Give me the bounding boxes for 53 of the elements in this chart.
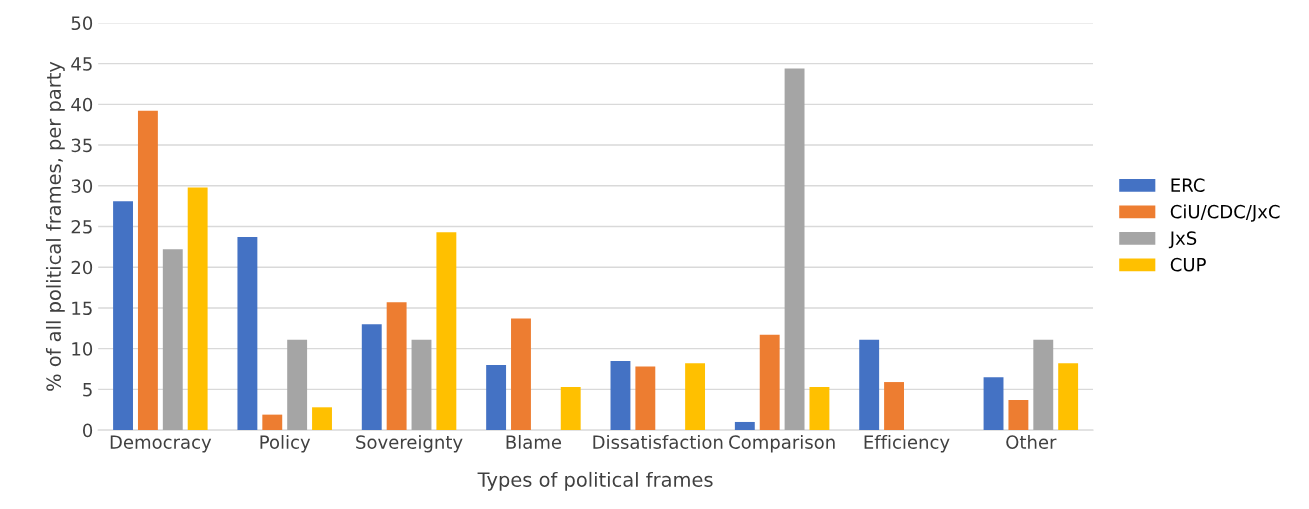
bar xyxy=(1058,363,1079,431)
y-tick-label: 0 xyxy=(83,423,93,438)
bar xyxy=(884,382,904,431)
legend-label: JxS xyxy=(1168,231,1197,249)
legend-label: ERC xyxy=(1171,178,1205,192)
bar xyxy=(685,363,706,431)
bar xyxy=(859,339,880,431)
x-axis-title: Types of political frames xyxy=(477,471,713,491)
y-axis-title: % of all political frames, per party xyxy=(45,61,65,391)
bar xyxy=(137,110,158,431)
bar xyxy=(162,249,183,431)
x-tick-label: Policy xyxy=(260,434,311,453)
legend-label: CUP xyxy=(1170,257,1206,272)
bar xyxy=(560,386,581,431)
bar xyxy=(113,201,133,431)
x-tick-label: Democracy xyxy=(110,435,212,453)
y-tick-label: 20 xyxy=(71,260,93,275)
x-tick-label: Other xyxy=(1006,434,1057,449)
bar xyxy=(511,318,531,431)
y-tick-label: 15 xyxy=(72,301,92,316)
x-tick-label: Blame xyxy=(506,434,562,449)
x-tick-label: Sovereignty xyxy=(356,434,463,453)
bar xyxy=(262,414,283,431)
y-tick-label: 25 xyxy=(71,219,92,234)
bar xyxy=(610,360,631,431)
bar xyxy=(411,339,432,431)
y-tick-label: 10 xyxy=(72,342,93,356)
x-tick-label: Dissatisfaction xyxy=(593,434,723,449)
y-tick-label: 5 xyxy=(83,383,92,397)
bar xyxy=(784,68,805,431)
y-tick-label: 40 xyxy=(71,97,93,112)
bar xyxy=(187,187,208,431)
bar xyxy=(361,324,382,431)
bar xyxy=(237,237,258,431)
bar xyxy=(1033,339,1054,431)
bar xyxy=(759,334,780,431)
bar xyxy=(287,339,308,431)
x-tick-label: Efficiency xyxy=(864,434,950,453)
bar xyxy=(983,377,1004,431)
y-tick-label: 50 xyxy=(71,16,93,31)
bar xyxy=(386,302,407,431)
bar xyxy=(436,232,457,431)
bar xyxy=(809,386,830,431)
y-tick-label: 30 xyxy=(71,179,93,193)
bar xyxy=(312,407,332,431)
y-tick-label: 35 xyxy=(71,138,92,153)
y-tick-label: 45 xyxy=(71,57,92,71)
bar xyxy=(734,421,755,431)
bar xyxy=(486,364,507,431)
bar xyxy=(635,366,656,431)
legend-label: CiU/CDC/JxC xyxy=(1170,204,1280,222)
bar xyxy=(1008,399,1029,431)
x-tick-label: Comparison xyxy=(729,434,835,453)
